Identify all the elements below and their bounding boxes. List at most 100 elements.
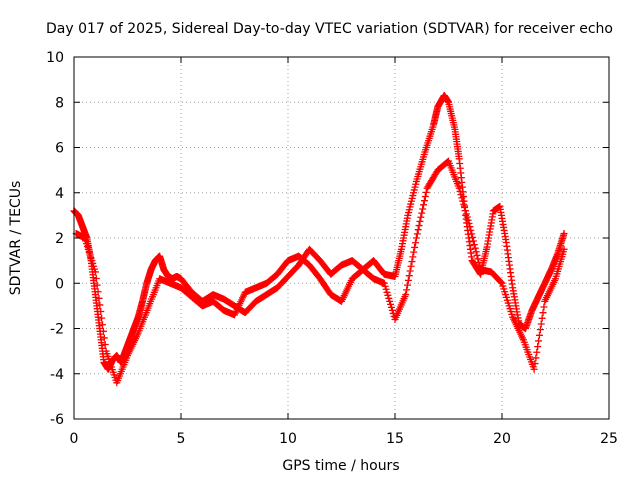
data-point-marker	[383, 288, 391, 296]
y-tick-label: -2	[50, 322, 64, 338]
data-point-marker	[414, 226, 422, 234]
axis-ticks: 0 5 10 15 20 25 -6 -4 -2 0 2 4 6 8 10	[46, 50, 618, 447]
data-point-marker	[467, 226, 475, 234]
data-point-marker	[536, 326, 544, 334]
data-point-marker	[539, 309, 547, 317]
data-point-marker	[535, 337, 543, 345]
data-point-marker	[408, 258, 416, 266]
data-point-marker	[469, 237, 477, 245]
data-point-marker	[460, 200, 468, 208]
data-point-marker	[462, 210, 470, 218]
data-point-marker	[403, 286, 411, 294]
data-point-marker	[388, 306, 396, 314]
data-point-marker	[417, 213, 425, 221]
data-point-marker	[468, 230, 476, 238]
data-point-marker	[409, 253, 417, 261]
data-point-marker	[410, 248, 418, 256]
data-point-marker	[560, 229, 568, 237]
data-point-marker	[497, 278, 505, 286]
data-point-marker	[384, 291, 392, 299]
data-point-marker	[471, 244, 479, 252]
data-point-marker	[95, 294, 103, 302]
data-point-marker	[457, 191, 465, 199]
data-point-marker	[540, 303, 548, 311]
data-point-marker	[415, 222, 423, 230]
series-1	[72, 157, 568, 387]
data-point-marker	[465, 219, 473, 227]
series-0	[70, 91, 568, 373]
data-point-marker	[93, 281, 101, 289]
data-point-marker	[97, 308, 105, 316]
data-point-marker	[416, 217, 424, 225]
data-point-marker	[475, 259, 483, 267]
data-point-marker	[538, 314, 546, 322]
data-point-marker	[413, 230, 421, 238]
data-point-marker	[470, 241, 478, 249]
data-point-marker	[402, 291, 410, 299]
data-point-marker	[455, 184, 463, 192]
data-point-marker	[92, 275, 100, 283]
data-point-marker	[533, 348, 541, 356]
data-point-marker	[387, 300, 395, 308]
data-point-marker	[534, 343, 542, 351]
data-point-marker	[418, 209, 426, 217]
x-tick-label: 0	[70, 431, 79, 447]
x-tick-label: 25	[600, 431, 618, 447]
x-tick-label: 15	[386, 431, 404, 447]
data-point-marker	[403, 281, 411, 289]
data-point-marker	[458, 194, 466, 202]
data-point-marker	[411, 243, 419, 251]
y-tick-label: 0	[55, 276, 64, 292]
data-point-marker	[466, 223, 474, 231]
data-point-marker	[531, 360, 539, 368]
data-point-marker	[386, 297, 394, 305]
grid	[74, 57, 609, 419]
data-points	[70, 91, 568, 387]
y-axis-title: SDTVAR / TECUs	[8, 181, 24, 296]
y-tick-label: 10	[46, 50, 64, 66]
data-point-marker	[461, 203, 469, 211]
data-point-marker	[421, 193, 429, 201]
data-point-marker	[459, 197, 467, 205]
data-point-marker	[380, 279, 388, 287]
data-point-marker	[99, 321, 107, 329]
data-point-marker	[406, 267, 414, 275]
data-point-marker	[420, 201, 428, 209]
data-point-marker	[91, 268, 99, 276]
data-point-marker	[473, 251, 481, 259]
data-point-marker	[404, 276, 412, 284]
data-point-marker	[98, 314, 106, 322]
data-point-marker	[474, 255, 482, 263]
data-point-marker	[560, 245, 568, 253]
data-point-marker	[381, 282, 389, 290]
data-point-marker	[532, 354, 540, 362]
data-point-marker	[537, 320, 545, 328]
data-point-marker	[387, 303, 395, 311]
data-point-marker	[385, 294, 393, 302]
data-point-marker	[96, 301, 104, 309]
y-tick-label: 2	[55, 231, 64, 247]
data-point-marker	[405, 272, 413, 280]
data-point-marker	[412, 239, 420, 247]
x-tick-label: 10	[279, 431, 297, 447]
y-tick-label: 4	[55, 186, 64, 202]
data-point-marker	[101, 341, 109, 349]
data-point-marker	[412, 234, 420, 242]
data-point-marker	[469, 233, 477, 241]
data-point-marker	[464, 216, 472, 224]
data-point-marker	[463, 213, 471, 221]
data-point-marker	[382, 285, 390, 293]
data-point-marker	[100, 334, 108, 342]
data-point-marker	[420, 197, 428, 205]
data-point-marker	[472, 248, 480, 256]
x-tick-label: 20	[493, 431, 511, 447]
data-point-marker	[476, 262, 484, 270]
y-tick-label: -6	[50, 412, 64, 428]
data-point-marker	[456, 187, 464, 195]
data-point-marker	[535, 331, 543, 339]
data-point-marker	[419, 205, 427, 213]
x-tick-label: 5	[177, 431, 186, 447]
data-point-marker	[407, 262, 415, 270]
data-point-marker	[530, 365, 538, 373]
